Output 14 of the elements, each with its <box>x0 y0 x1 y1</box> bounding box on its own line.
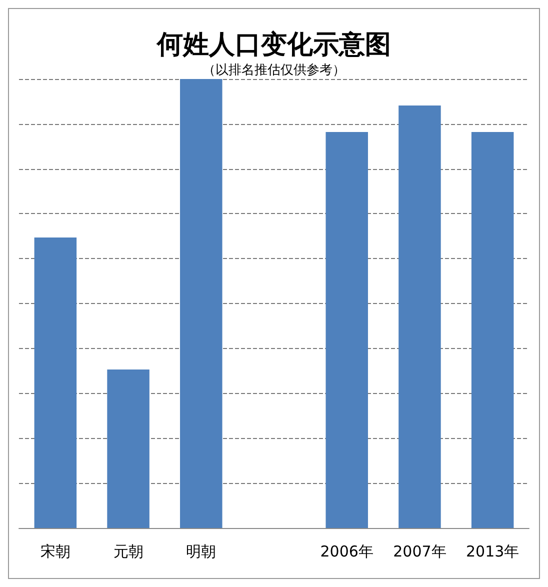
bar <box>398 105 441 528</box>
bar <box>34 237 77 528</box>
bar <box>471 132 514 528</box>
x-tick-label: 宋朝 <box>40 542 70 560</box>
x-tick-label: 明朝 <box>186 542 216 560</box>
x-tick-label: 元朝 <box>113 542 144 560</box>
bar <box>180 79 222 528</box>
x-tick-label: 2006年 <box>320 542 374 560</box>
bar <box>326 132 368 528</box>
chart-subtitle: （以排名推估仅供参考） <box>202 63 346 78</box>
x-tick-label: 2013年 <box>466 542 520 560</box>
chart-title: 何姓人口变化示意图 <box>156 30 391 60</box>
x-tick-label: 2007年 <box>393 542 446 560</box>
bar <box>107 370 150 528</box>
